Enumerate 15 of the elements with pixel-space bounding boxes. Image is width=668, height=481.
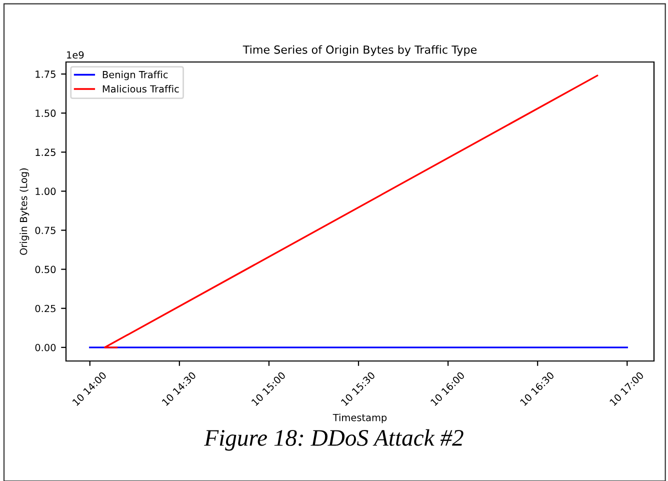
caption: Figure 18: DDoS Attack #2 bbox=[204, 429, 464, 451]
legend-label: Malicious Traffic bbox=[102, 85, 179, 93]
y-tick-label: 1.75 bbox=[36, 70, 56, 78]
chart-title: Time Series of Origin Bytes by Traffic Type bbox=[242, 45, 477, 56]
y-axis-title: Origin Bytes (Log) bbox=[20, 168, 30, 255]
legend-label: Benign Traffic bbox=[102, 70, 168, 80]
y-tick-label: 0.25 bbox=[35, 304, 56, 312]
y-tick-label: 0.50 bbox=[35, 266, 56, 274]
y-tick-label: 1.50 bbox=[36, 110, 56, 117]
y-tick-label: 1.00 bbox=[36, 188, 56, 196]
x-axis-title: Timestamp bbox=[332, 414, 387, 424]
y-tick-label: 1.25 bbox=[36, 148, 56, 156]
y-tick-label: 0.75 bbox=[35, 226, 56, 234]
y-tick-label: 0.00 bbox=[35, 344, 56, 352]
text: 1e9 bbox=[67, 51, 84, 59]
